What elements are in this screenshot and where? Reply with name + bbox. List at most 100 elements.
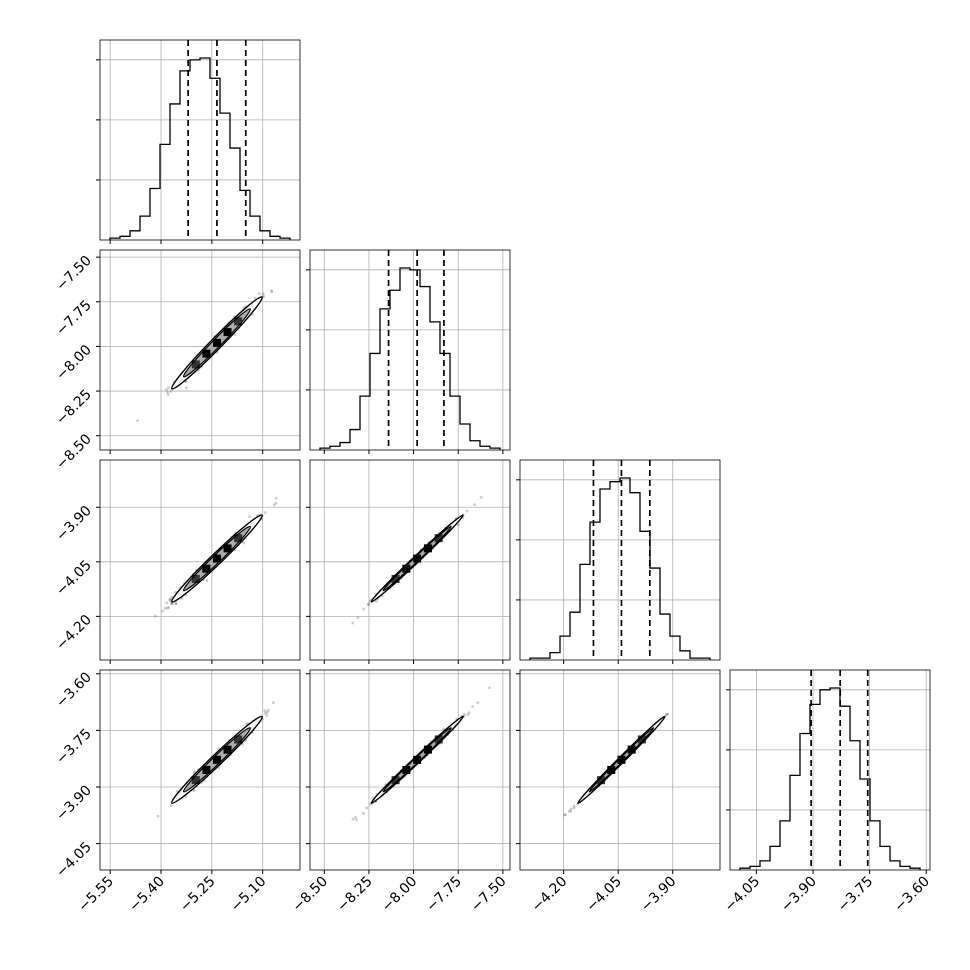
histogram bbox=[739, 687, 921, 870]
contour-inner bbox=[382, 525, 452, 592]
x-tick-label: −5.55 bbox=[75, 874, 117, 916]
x-tick-label: −5.40 bbox=[126, 874, 168, 916]
x-tick-label: −8.00 bbox=[379, 874, 421, 916]
panel-frame bbox=[519, 459, 721, 661]
density-block bbox=[212, 755, 221, 764]
panel-frame bbox=[99, 249, 301, 451]
contour-inner bbox=[182, 308, 251, 378]
contour-outer bbox=[370, 715, 464, 804]
scatter-panel-3-2 bbox=[309, 459, 511, 661]
density-block bbox=[212, 554, 221, 563]
y-tick-label: −8.25 bbox=[53, 387, 95, 429]
panel-frame bbox=[99, 459, 301, 661]
y-tick-label: −8.50 bbox=[53, 431, 95, 473]
x-tick-label: −5.25 bbox=[177, 874, 219, 916]
panel-bg bbox=[310, 250, 510, 450]
x-tick-label: −3.60 bbox=[891, 874, 933, 916]
y-tick-label: −8.00 bbox=[53, 342, 95, 384]
y-tick-label: −3.90 bbox=[53, 503, 95, 545]
x-tick-label: −3.75 bbox=[835, 874, 877, 916]
density-block bbox=[402, 765, 411, 774]
contour-outer bbox=[171, 514, 263, 603]
y-tick-label: −7.75 bbox=[53, 297, 95, 339]
scatter-panel-3-1 bbox=[99, 459, 301, 661]
density-block bbox=[223, 745, 232, 754]
contour-inner bbox=[382, 727, 452, 793]
density-block bbox=[413, 554, 422, 563]
panel-frame bbox=[519, 669, 721, 871]
contour-inner bbox=[182, 727, 251, 793]
x-tick-label: −8.50 bbox=[289, 874, 331, 916]
hist-panel-1 bbox=[99, 39, 301, 241]
panel-bg bbox=[100, 250, 300, 450]
panel-frame bbox=[729, 669, 931, 871]
panel-frame bbox=[99, 669, 301, 871]
density-block bbox=[202, 765, 211, 774]
y-tick-label: −3.75 bbox=[53, 726, 95, 768]
histogram bbox=[529, 477, 711, 660]
x-tick-label: −4.20 bbox=[529, 874, 571, 916]
density-block bbox=[617, 755, 626, 764]
x-tick-label: −4.05 bbox=[722, 874, 764, 916]
density-block bbox=[191, 574, 200, 583]
scatter-points bbox=[136, 289, 274, 423]
contour-inner bbox=[182, 525, 251, 592]
density-block bbox=[607, 765, 616, 774]
x-tick-label: −3.90 bbox=[778, 874, 820, 916]
panel-bg bbox=[100, 460, 300, 660]
contour-inner bbox=[588, 727, 655, 793]
density-block bbox=[434, 534, 443, 543]
contour-outer bbox=[577, 715, 666, 804]
scatter-panel-2-1 bbox=[99, 249, 301, 451]
y-tick-label: −7.50 bbox=[53, 253, 95, 295]
y-tick-label: −4.20 bbox=[53, 612, 95, 654]
density-block bbox=[223, 328, 232, 337]
panel-frame bbox=[99, 39, 301, 241]
panel-bg bbox=[100, 40, 300, 240]
y-tick-label: −4.05 bbox=[53, 557, 95, 599]
density-block bbox=[223, 544, 232, 553]
panel-frame bbox=[309, 669, 511, 871]
density-block bbox=[234, 317, 243, 326]
scatter-points bbox=[351, 496, 483, 625]
density-block bbox=[413, 755, 422, 764]
density-block bbox=[423, 745, 432, 754]
y-tick-label: −4.05 bbox=[53, 839, 95, 881]
histogram bbox=[109, 57, 291, 240]
contour-outer bbox=[171, 715, 263, 804]
density-block bbox=[597, 776, 606, 785]
density-block bbox=[202, 349, 211, 358]
hist-panel-3 bbox=[519, 459, 721, 661]
scatter-panel-4-3 bbox=[519, 669, 721, 871]
scatter-panel-4-1 bbox=[99, 669, 301, 871]
density-block bbox=[637, 735, 646, 744]
density-block bbox=[234, 735, 243, 744]
panel-bg bbox=[520, 460, 720, 660]
scatter-points bbox=[156, 701, 275, 818]
scatter-points bbox=[154, 496, 278, 618]
scatter-points bbox=[351, 686, 491, 822]
scatter-points bbox=[563, 712, 670, 817]
hist-panel-2 bbox=[309, 249, 511, 451]
panel-frame bbox=[309, 249, 511, 451]
scatter-panel-4-2 bbox=[309, 669, 511, 871]
y-tick-label: −3.60 bbox=[53, 669, 95, 711]
x-tick-label: −5.10 bbox=[228, 874, 270, 916]
x-tick-label: −3.90 bbox=[638, 874, 680, 916]
x-tick-label: −8.25 bbox=[334, 874, 376, 916]
density-block bbox=[423, 544, 432, 553]
x-tick-label: −4.05 bbox=[583, 874, 625, 916]
panel-bg bbox=[730, 670, 930, 870]
contour-outer bbox=[370, 514, 464, 603]
density-block bbox=[402, 564, 411, 573]
x-tick-label: −7.75 bbox=[423, 874, 465, 916]
hist-panel-4 bbox=[729, 669, 931, 871]
y-tick-label: −3.90 bbox=[53, 782, 95, 824]
histogram bbox=[319, 267, 501, 450]
contour-outer bbox=[171, 296, 263, 390]
density-block bbox=[434, 735, 443, 744]
x-tick-label: −7.50 bbox=[468, 874, 510, 916]
density-block bbox=[191, 360, 200, 369]
density-block bbox=[391, 574, 400, 583]
